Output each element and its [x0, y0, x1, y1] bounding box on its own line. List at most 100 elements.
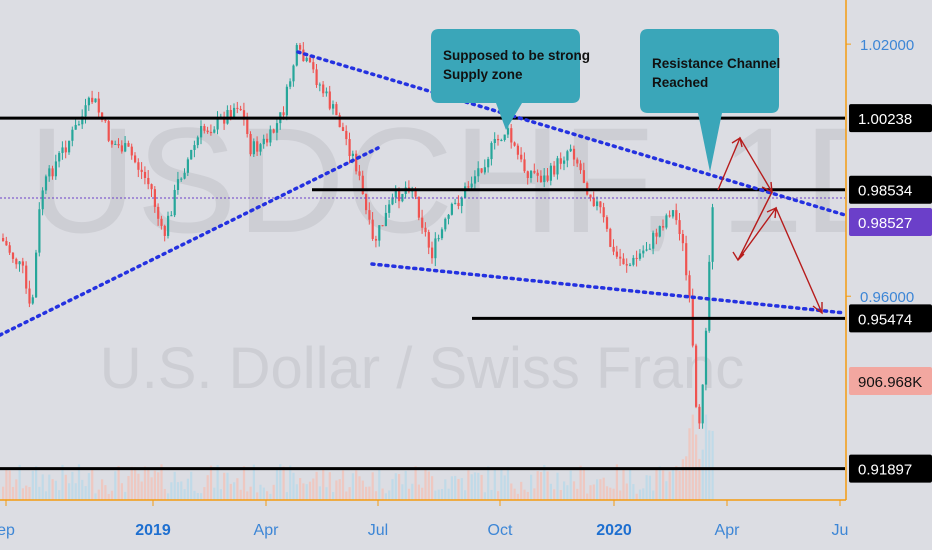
volume-bar: [51, 479, 54, 500]
x-tick-label-4: Oct: [488, 522, 513, 539]
volume-bar: [388, 490, 391, 500]
volume-bar: [579, 465, 582, 500]
y-tick-label-1: 0.96000: [860, 289, 914, 306]
candle-body: [223, 116, 226, 124]
candle-body: [87, 97, 90, 106]
volume-bar: [530, 474, 533, 500]
watermark: USDCHF, 1D U.S. Dollar / Swiss Franc: [28, 96, 911, 401]
candle-body: [183, 172, 186, 179]
volume-bar: [61, 464, 64, 500]
candle-body: [328, 91, 331, 109]
candle-body: [629, 264, 632, 266]
candle-body: [559, 158, 562, 164]
volume-badge: [849, 367, 932, 395]
candle-body: [556, 158, 559, 175]
candle-body: [236, 107, 239, 109]
volume-bar: [110, 490, 114, 500]
time-axis: ep 2019 Apr Jul Oct 2020 Apr Ju: [0, 499, 932, 550]
x-tick-label-2: Apr: [254, 522, 280, 539]
volume-bar: [31, 470, 34, 500]
volume-bar: [516, 493, 519, 500]
volume-bar: [193, 490, 196, 500]
volume-bar: [134, 467, 137, 500]
candle-body: [269, 129, 272, 143]
volume-bar: [513, 488, 516, 500]
candle-body: [655, 232, 658, 237]
volume-bar: [81, 479, 84, 500]
candle-body: [94, 98, 97, 103]
candle-body: [137, 162, 140, 170]
candle-body: [490, 143, 493, 160]
candle-body: [563, 160, 566, 164]
candle-body: [454, 202, 457, 204]
volume-bar: [216, 465, 219, 500]
x-tick-label-0: ep: [0, 522, 15, 539]
time-axis-ticks: ep 2019 Apr Jul Oct 2020 Apr Ju: [0, 500, 848, 539]
volume-bar: [236, 478, 239, 500]
callout-resistance-line-2: Reached: [652, 75, 708, 90]
volume-bar: [209, 465, 213, 500]
projection-path: [717, 136, 823, 314]
candle-body: [417, 196, 420, 218]
volume-bar: [563, 481, 566, 500]
volume-bar: [662, 470, 665, 500]
candle-body: [196, 137, 199, 146]
candle-body: [163, 225, 166, 236]
candle-body: [345, 130, 348, 140]
volume-bar: [242, 466, 246, 500]
volume-bar: [173, 471, 176, 500]
candle-body: [176, 179, 180, 190]
volume-bar: [117, 466, 120, 500]
candle-body: [533, 170, 536, 173]
candle-body: [153, 189, 156, 207]
candle-body: [213, 129, 216, 133]
candle-body: [18, 261, 21, 265]
candle-body: [483, 167, 486, 173]
candle-body: [500, 139, 503, 141]
candle-body: [477, 168, 480, 177]
candle-body: [599, 201, 602, 208]
volume-bar: [223, 472, 226, 500]
volume-bar: [160, 464, 163, 500]
volume-bar: [292, 472, 295, 500]
candle-body: [28, 288, 31, 304]
volume-bar: [226, 472, 229, 500]
volume-bar: [11, 486, 15, 500]
volume-bar: [500, 469, 503, 500]
candle-body: [318, 84, 321, 86]
volume-bar: [41, 474, 44, 500]
volume-bar: [315, 471, 318, 500]
candle-body: [308, 57, 312, 63]
candle-body: [414, 189, 417, 197]
volume-bar: [602, 477, 605, 500]
volume-bar: [698, 458, 701, 500]
candle-body: [675, 210, 678, 221]
volume-bar: [269, 493, 272, 500]
volume-bar: [539, 472, 543, 500]
candle-body: [543, 175, 546, 183]
volume-bar: [589, 485, 592, 500]
volume-bar: [18, 464, 21, 500]
volume-bar: [312, 478, 315, 500]
volume-bar: [632, 484, 635, 500]
level-2-label: 0.95474: [858, 311, 912, 328]
volume-bar: [275, 467, 279, 500]
volume-bar: [612, 488, 615, 500]
candle-body: [110, 140, 114, 145]
volume-bar: [536, 471, 539, 500]
volume-bar: [437, 489, 440, 500]
candle-body: [698, 406, 701, 424]
candle-body: [130, 146, 133, 156]
trendline-descending-top: [296, 50, 847, 217]
volume-bar: [384, 493, 387, 500]
volume-bar: [576, 488, 579, 500]
candle-body: [513, 142, 516, 146]
volume-bar: [77, 464, 81, 500]
volume-bar: [140, 481, 143, 500]
volume-bar: [378, 467, 381, 500]
volume-bar: [411, 483, 414, 500]
callout-supply-zone-box: [431, 29, 580, 130]
candle-body: [487, 159, 490, 168]
volume-bar: [249, 486, 252, 500]
volume-bar: [318, 486, 321, 500]
